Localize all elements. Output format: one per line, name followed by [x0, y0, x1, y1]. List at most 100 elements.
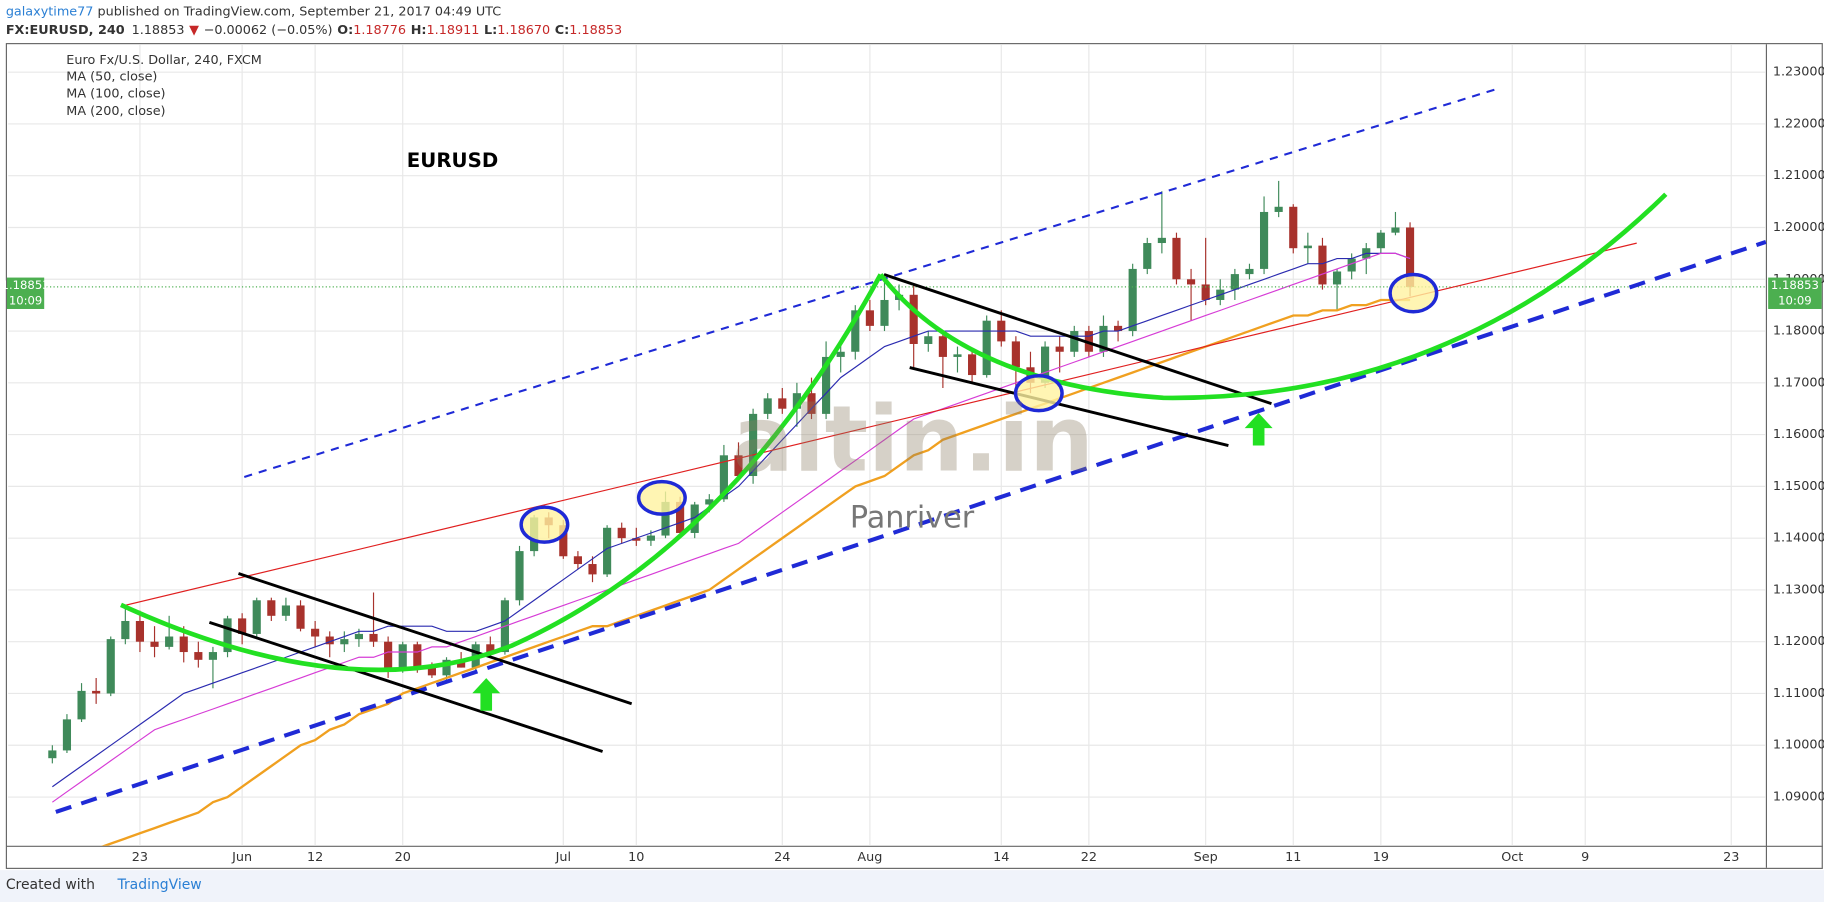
- chart-annotation: EURUSD: [407, 149, 498, 172]
- candle-body: [48, 750, 57, 759]
- flag-line: [238, 572, 633, 706]
- candle-body: [1259, 211, 1269, 269]
- x-tick-label: 19: [1373, 850, 1389, 865]
- candle-body: [1405, 227, 1415, 288]
- candle-body: [1099, 325, 1108, 352]
- last-price-label: 1.18853: [2, 278, 50, 292]
- candle-body: [1055, 346, 1064, 352]
- y-tick-label: 1.13000: [1773, 582, 1824, 597]
- drawings: [55, 88, 1767, 814]
- candle-body: [1376, 232, 1385, 249]
- candle-body: [1318, 245, 1327, 285]
- candle-body: [822, 356, 831, 414]
- x-tick-label: 10: [628, 850, 644, 865]
- x-tick-label: 11: [1285, 850, 1301, 865]
- arrow: ▼: [189, 23, 199, 38]
- candle-body: [924, 336, 933, 344]
- candle-body: [1128, 268, 1137, 332]
- flag-line: [883, 273, 1272, 406]
- candle-body: [281, 605, 291, 616]
- x-tick-label: Jul: [555, 850, 571, 865]
- y-tick-label: 1.09000: [1773, 790, 1824, 805]
- x-tick-label: Sep: [1194, 850, 1218, 865]
- candle-body: [208, 652, 218, 660]
- high: 1.18911: [427, 23, 480, 38]
- footer-created: Created with: [6, 877, 95, 893]
- candle-body: [1274, 206, 1283, 212]
- highlight-circle: [519, 505, 570, 544]
- candle-body: [267, 600, 276, 616]
- candle-body: [646, 535, 655, 541]
- candle-body: [573, 556, 582, 565]
- close-label: C:: [555, 23, 570, 38]
- cup-curve: [120, 273, 883, 673]
- candle-body: [457, 659, 466, 668]
- header-line: galaxytime77 published on TradingView.co…: [6, 4, 501, 19]
- watermark-author: Panriver: [850, 500, 975, 535]
- candle-body: [632, 538, 641, 541]
- change: −0.00062 (−0.05%): [204, 23, 333, 38]
- candle-body: [165, 636, 174, 647]
- candle-body: [340, 639, 349, 645]
- channel-lower: [55, 240, 1767, 814]
- x-tick-label: 23: [132, 850, 148, 865]
- open: 1.18776: [353, 23, 406, 38]
- candle-body: [369, 633, 378, 642]
- candle-body: [836, 351, 845, 357]
- price-badge: [1768, 277, 1822, 309]
- highlight-circle: [1013, 373, 1064, 413]
- legend-entry: MA (100, close): [66, 87, 165, 102]
- close: 1.18853: [569, 23, 622, 38]
- y-tick-label: 1.16000: [1773, 427, 1824, 442]
- last-price-label: 1.18853: [1771, 278, 1819, 292]
- candle-body: [851, 310, 860, 352]
- x-tick-label: 9: [1581, 850, 1589, 865]
- x-tick-label: Aug: [857, 850, 882, 865]
- y-tick-label: 1.12000: [1773, 634, 1824, 649]
- high-label: H:: [411, 23, 427, 38]
- symbol: FX:EURUSD, 240: [6, 23, 125, 38]
- candle-body: [77, 690, 86, 720]
- footer-brand[interactable]: TradingView: [116, 877, 201, 893]
- candle-body: [1201, 284, 1210, 300]
- candle-body: [982, 320, 991, 376]
- candle-body: [705, 499, 714, 505]
- x-tick-label: Oct: [1501, 850, 1523, 865]
- candle-body: [690, 504, 699, 533]
- candle-body: [865, 310, 874, 326]
- candle-body: [559, 525, 568, 557]
- candle-body: [1245, 268, 1254, 275]
- candle-body: [325, 636, 334, 645]
- candle-body: [1303, 245, 1312, 249]
- candle-body: [384, 641, 393, 668]
- up-arrow: [472, 678, 501, 711]
- candle-body: [617, 527, 626, 539]
- ma-line: [52, 252, 1411, 788]
- x-tick-label: 12: [307, 850, 323, 865]
- published: published on TradingView.com, September …: [93, 4, 501, 19]
- highlight-circle: [1388, 272, 1439, 314]
- candle-body: [296, 605, 305, 629]
- low: 1.18670: [497, 23, 550, 38]
- candle-body: [311, 628, 320, 637]
- candle-body: [354, 633, 363, 640]
- candle-body: [1332, 271, 1342, 285]
- candle-body: [968, 354, 977, 376]
- candle-body: [792, 393, 801, 409]
- candle-body: [1289, 206, 1298, 249]
- candle-body: [1172, 237, 1181, 280]
- candle-body: [1114, 325, 1123, 332]
- x-tick-label: Jun: [231, 850, 252, 865]
- footer-bar: [0, 870, 1824, 902]
- last-time-label: 10:09: [1778, 293, 1812, 307]
- candle-body: [1143, 243, 1152, 269]
- candle-body: [92, 690, 101, 694]
- cup-curve: [878, 192, 1668, 401]
- candle-body: [588, 564, 597, 575]
- candle-body: [807, 393, 816, 414]
- candle-body: [194, 652, 203, 660]
- candle-body: [413, 644, 422, 668]
- y-tick-label: 1.20000: [1773, 220, 1824, 235]
- candle-body: [62, 719, 72, 751]
